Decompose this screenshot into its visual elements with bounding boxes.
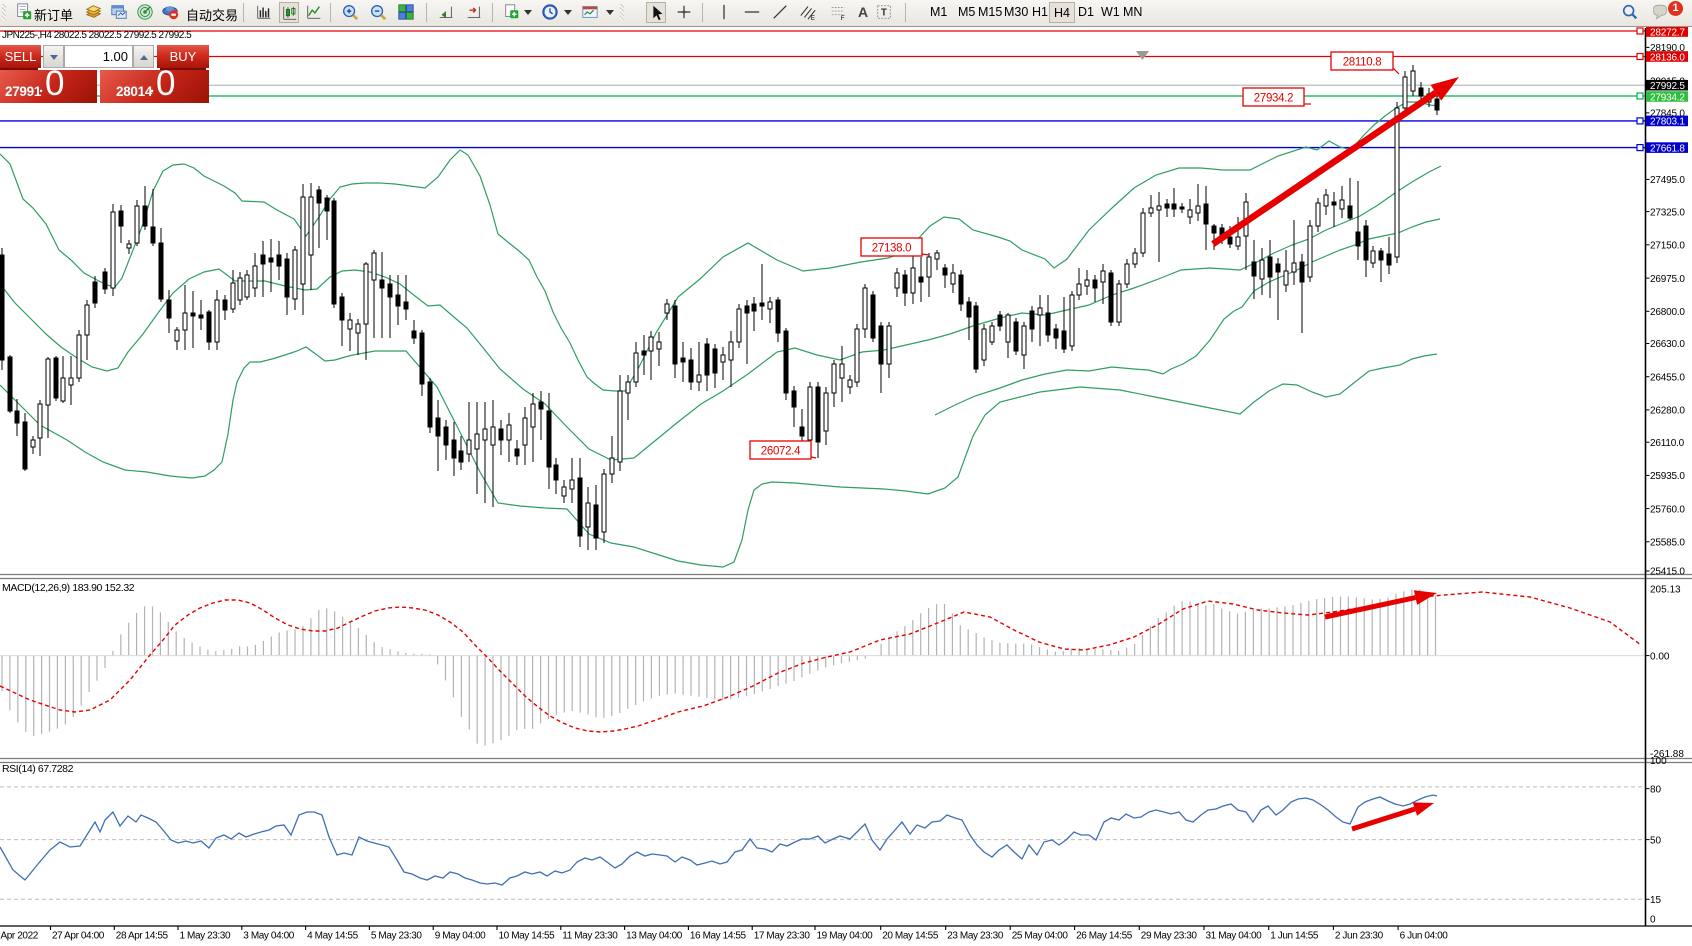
svg-text:17 May 23:30: 17 May 23:30 [754, 931, 811, 942]
svg-text:27934.2: 27934.2 [1650, 92, 1685, 103]
svg-text:-261.88: -261.88 [1650, 749, 1684, 760]
svg-text:50: 50 [1650, 835, 1662, 846]
svg-text:26975.0: 26975.0 [1650, 274, 1685, 285]
svg-text:26280.0: 26280.0 [1650, 406, 1685, 417]
svg-text:20 May 14:55: 20 May 14:55 [882, 931, 939, 942]
svg-text:13 May 04:00: 13 May 04:00 [626, 931, 683, 942]
svg-text:27661.8: 27661.8 [1650, 143, 1685, 154]
svg-text:31 May 04:00: 31 May 04:00 [1206, 931, 1263, 942]
svg-text:10 May 14:55: 10 May 14:55 [499, 931, 556, 942]
svg-text:23 May 23:30: 23 May 23:30 [947, 931, 1004, 942]
svg-text:Apr 2022: Apr 2022 [1, 931, 39, 942]
svg-text:25760.0: 25760.0 [1650, 504, 1685, 515]
svg-text:JPN225-,H4 28022.5 28022.5 27: JPN225-,H4 28022.5 28022.5 27992.5 27992… [2, 30, 192, 41]
svg-text:26800.0: 26800.0 [1650, 307, 1685, 318]
svg-text:9 May 04:00: 9 May 04:00 [435, 931, 486, 942]
svg-text:27845.0: 27845.0 [1650, 109, 1685, 120]
svg-text:T: T [881, 8, 887, 19]
svg-text:5 May 23:30: 5 May 23:30 [371, 931, 422, 942]
svg-text:26110.0: 26110.0 [1650, 438, 1685, 449]
svg-text:29 May 23:30: 29 May 23:30 [1141, 931, 1198, 942]
svg-text:25935.0: 25935.0 [1650, 471, 1685, 482]
svg-text:16 May 14:55: 16 May 14:55 [690, 931, 747, 942]
svg-text:1 May 23:30: 1 May 23:30 [180, 931, 231, 942]
svg-text:27150.0: 27150.0 [1650, 241, 1685, 252]
svg-text:RSI(14) 67.7282: RSI(14) 67.7282 [2, 763, 74, 775]
svg-text:80: 80 [1650, 784, 1662, 795]
svg-text:25 May 04:00: 25 May 04:00 [1012, 931, 1069, 942]
svg-text:28190.0: 28190.0 [1650, 43, 1685, 54]
svg-text:27495.0: 27495.0 [1650, 175, 1685, 186]
svg-text:2 Jun 23:30: 2 Jun 23:30 [1335, 931, 1384, 942]
svg-text:19 May 04:00: 19 May 04:00 [817, 931, 874, 942]
svg-text:28272.7: 28272.7 [1650, 27, 1685, 38]
svg-text:205.13: 205.13 [1650, 585, 1681, 596]
svg-text:26630.0: 26630.0 [1650, 339, 1685, 350]
svg-text:100: 100 [1650, 756, 1667, 767]
svg-text:F: F [841, 15, 845, 21]
svg-text:3 May 04:00: 3 May 04:00 [243, 931, 294, 942]
svg-text:E: E [811, 15, 815, 21]
svg-text:1 Jun 14:55: 1 Jun 14:55 [1270, 931, 1319, 942]
svg-text:27138.0: 27138.0 [872, 243, 911, 255]
svg-text:26 May 14:55: 26 May 14:55 [1076, 931, 1133, 942]
svg-text:11 May 23:30: 11 May 23:30 [562, 931, 618, 942]
svg-text:26072.4: 26072.4 [761, 446, 801, 458]
svg-text:0.00: 0.00 [1650, 651, 1670, 662]
svg-text:4 May 14:55: 4 May 14:55 [307, 931, 358, 942]
svg-text:28 Apr 14:55: 28 Apr 14:55 [116, 931, 169, 942]
svg-text:25585.0: 25585.0 [1650, 538, 1685, 549]
svg-text:27 Apr 04:00: 27 Apr 04:00 [52, 931, 105, 942]
svg-text:27934.2: 27934.2 [1254, 93, 1293, 105]
svg-text:27992.5: 27992.5 [1650, 81, 1685, 92]
svg-text:27325.0: 27325.0 [1650, 207, 1685, 218]
svg-text:15: 15 [1650, 895, 1662, 906]
svg-text:MACD(12,26,9) 183.90 152.32: MACD(12,26,9) 183.90 152.32 [2, 582, 135, 594]
svg-text:25415.0: 25415.0 [1650, 567, 1685, 578]
svg-text:28136.0: 28136.0 [1650, 52, 1685, 63]
svg-text:26455.0: 26455.0 [1650, 372, 1685, 383]
svg-text:6 Jun 04:00: 6 Jun 04:00 [1400, 931, 1449, 942]
svg-text:28110.8: 28110.8 [1343, 57, 1382, 69]
svg-text:0: 0 [1650, 914, 1656, 925]
svg-text:27803.1: 27803.1 [1650, 117, 1685, 128]
